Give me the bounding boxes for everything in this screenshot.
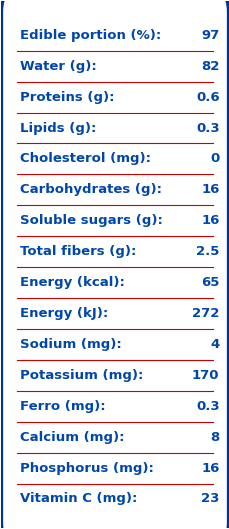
Text: 272: 272 [191,307,218,320]
Text: 2.5: 2.5 [195,245,218,258]
Text: 170: 170 [191,369,218,382]
Text: Proteins (g):: Proteins (g): [19,90,114,104]
Text: 23: 23 [200,492,218,506]
Text: Carbohydrates (g):: Carbohydrates (g): [19,184,161,196]
Text: Potassium (mg):: Potassium (mg): [19,369,142,382]
Text: 97: 97 [200,29,218,42]
Text: Cholesterol (mg):: Cholesterol (mg): [19,152,150,166]
Text: Energy (kJ):: Energy (kJ): [19,307,107,320]
Text: 0: 0 [209,152,218,166]
Text: Calcium (mg):: Calcium (mg): [19,431,123,444]
Text: Ferro (mg):: Ferro (mg): [19,400,105,413]
Text: Water (g):: Water (g): [19,60,96,72]
Text: Soluble sugars (g):: Soluble sugars (g): [19,214,162,227]
Text: Phosphorus (mg):: Phosphorus (mg): [19,462,153,475]
Text: 16: 16 [200,184,218,196]
Text: Sodium (mg):: Sodium (mg): [19,338,121,351]
Text: Total fibers (g):: Total fibers (g): [19,245,135,258]
Text: 82: 82 [200,60,218,72]
Text: 16: 16 [200,462,218,475]
Text: 16: 16 [200,214,218,227]
Text: 0.3: 0.3 [195,400,218,413]
Text: 8: 8 [209,431,218,444]
Text: Edible portion (%):: Edible portion (%): [19,29,160,42]
Text: 65: 65 [200,276,218,289]
Text: 4: 4 [209,338,218,351]
Text: Vitamin C (mg):: Vitamin C (mg): [19,492,136,506]
Text: 0.3: 0.3 [195,122,218,134]
Text: 0.6: 0.6 [195,90,218,104]
Text: Lipids (g):: Lipids (g): [19,122,95,134]
Text: Energy (kcal):: Energy (kcal): [19,276,124,289]
